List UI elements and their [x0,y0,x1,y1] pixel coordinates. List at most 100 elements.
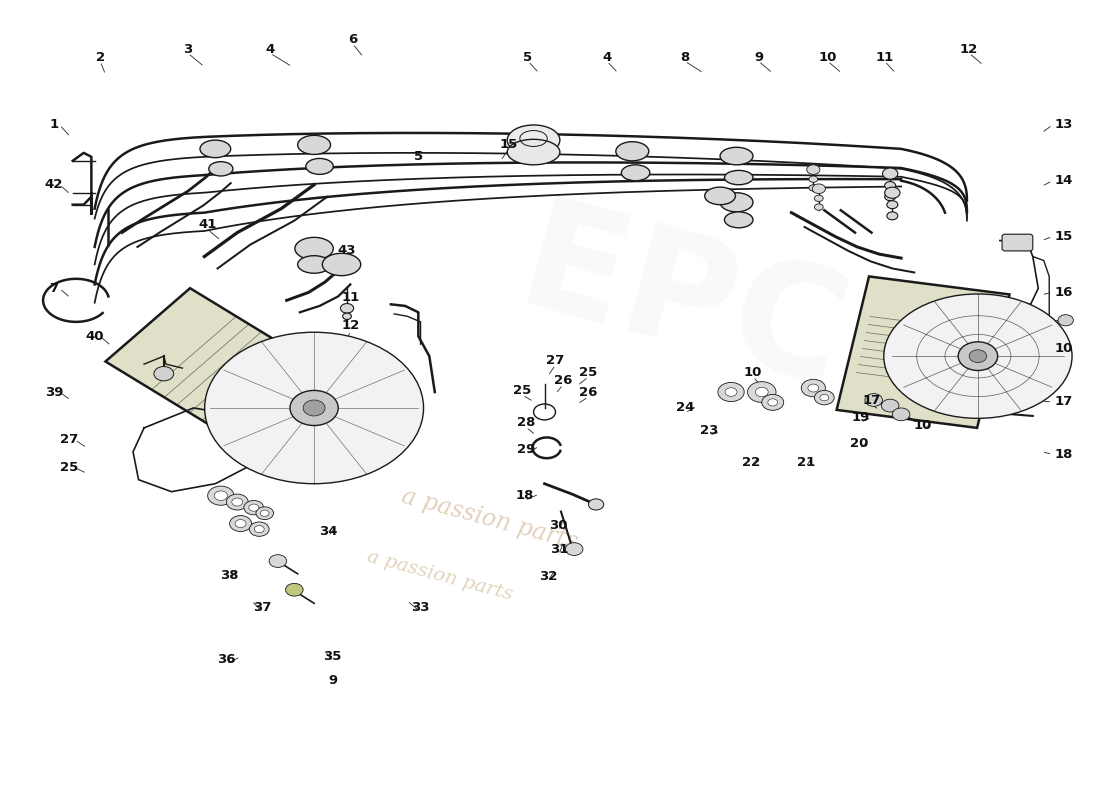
Text: 4: 4 [265,42,275,56]
Text: 28: 28 [517,416,535,429]
Circle shape [762,394,783,410]
Text: 25: 25 [514,384,531,397]
Circle shape [718,382,745,402]
Circle shape [969,350,987,362]
Text: 32: 32 [539,570,557,583]
Circle shape [756,387,768,397]
Circle shape [865,394,882,406]
Circle shape [304,400,326,416]
Circle shape [814,204,823,210]
Text: 25: 25 [60,462,78,474]
Text: a passion parts: a passion parts [399,485,581,554]
Circle shape [887,201,898,209]
Circle shape [1058,314,1074,326]
Text: 12: 12 [341,319,360,332]
Circle shape [882,168,898,179]
Text: 39: 39 [45,386,63,398]
Text: 38: 38 [220,569,239,582]
Text: 24: 24 [675,402,694,414]
Text: 10: 10 [1054,342,1072,354]
Ellipse shape [725,212,754,228]
Text: 17: 17 [1055,395,1072,408]
Circle shape [958,342,998,370]
Circle shape [768,399,778,406]
Text: 9: 9 [328,674,338,687]
Text: 10: 10 [818,50,837,64]
Text: 1: 1 [50,118,58,131]
Text: 15: 15 [499,138,517,151]
Ellipse shape [200,140,231,158]
Circle shape [261,510,270,516]
Text: 9: 9 [754,50,763,64]
Ellipse shape [507,139,560,165]
Circle shape [808,185,817,191]
Text: 41: 41 [198,218,217,231]
Ellipse shape [616,142,649,161]
Text: 4: 4 [603,50,612,64]
Circle shape [884,187,900,198]
Ellipse shape [720,147,754,165]
Circle shape [814,390,834,405]
Text: 40: 40 [86,330,103,342]
Text: 22: 22 [741,456,760,469]
Ellipse shape [621,165,650,181]
Circle shape [884,193,895,201]
Circle shape [230,515,252,531]
Text: EPC: EPC [504,190,859,418]
Circle shape [892,408,910,421]
Text: 3: 3 [184,42,192,56]
Text: 11: 11 [341,291,360,305]
Ellipse shape [298,256,331,274]
Circle shape [340,303,353,313]
Circle shape [881,399,899,412]
Text: 10: 10 [914,419,932,432]
Text: 10: 10 [744,366,762,378]
Text: 7: 7 [50,282,58,295]
Text: 26: 26 [554,374,572,386]
Text: 31: 31 [550,543,568,556]
Ellipse shape [720,193,754,212]
Circle shape [232,498,243,506]
Ellipse shape [205,332,424,484]
Circle shape [270,554,287,567]
Text: 12: 12 [960,42,978,56]
Text: 27: 27 [60,434,78,446]
Text: 35: 35 [323,650,342,663]
Text: 11: 11 [876,50,894,64]
Text: 33: 33 [411,601,430,614]
Text: 14: 14 [1054,174,1072,187]
Ellipse shape [306,158,333,174]
Text: 26: 26 [580,386,597,398]
Text: 43: 43 [338,244,356,257]
Text: 19: 19 [851,411,870,424]
Text: 30: 30 [550,519,568,533]
Text: 20: 20 [850,438,869,450]
Text: 13: 13 [1054,118,1072,131]
FancyBboxPatch shape [1002,234,1033,251]
Ellipse shape [705,187,736,205]
Text: 37: 37 [253,601,272,614]
Circle shape [812,184,825,194]
Circle shape [801,379,825,397]
Circle shape [290,390,338,426]
Text: 34: 34 [319,525,338,538]
Circle shape [227,494,249,510]
Text: 17: 17 [862,394,881,406]
Text: 6: 6 [348,33,358,46]
Circle shape [884,182,895,190]
Circle shape [820,394,828,401]
Ellipse shape [209,162,233,176]
Circle shape [244,501,264,515]
Circle shape [286,583,304,596]
Text: 16: 16 [1054,286,1072,299]
Text: 5: 5 [524,50,532,64]
Circle shape [250,522,270,536]
Circle shape [249,504,258,511]
Text: a passion parts: a passion parts [365,547,515,603]
Text: 18: 18 [516,489,534,502]
Text: 21: 21 [796,456,815,469]
Text: 18: 18 [1054,448,1072,461]
Ellipse shape [507,125,560,155]
Text: 25: 25 [580,366,597,378]
Circle shape [725,388,737,396]
